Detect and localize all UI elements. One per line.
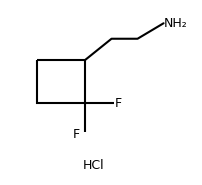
- Text: NH₂: NH₂: [163, 17, 186, 30]
- Text: HCl: HCl: [82, 159, 104, 172]
- Text: F: F: [114, 97, 121, 110]
- Text: F: F: [72, 128, 79, 141]
